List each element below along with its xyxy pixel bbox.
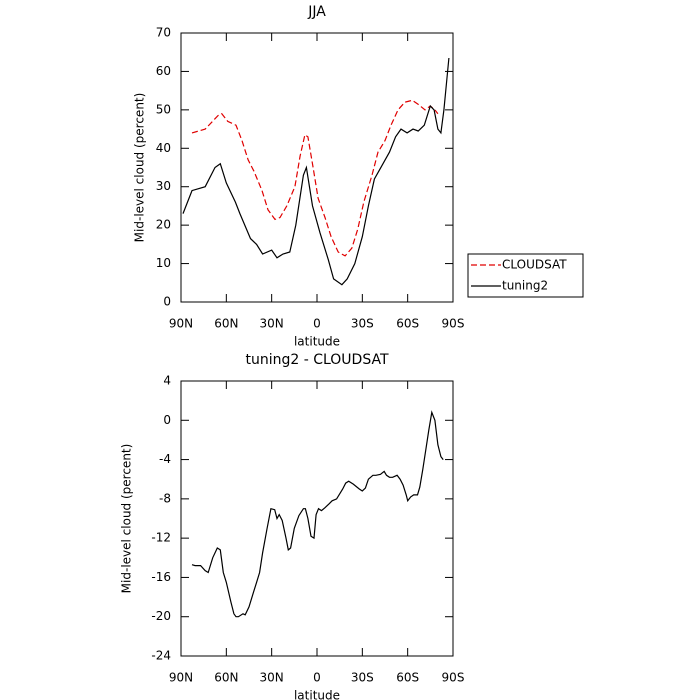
chart-title: JJA	[307, 4, 326, 20]
y-axis-label: Mid-level cloud (percent)	[133, 93, 147, 243]
x-tick-label: 30S	[351, 317, 374, 331]
x-axis-label: latitude	[294, 335, 340, 349]
x-tick-label: 30S	[351, 671, 374, 685]
legend-box	[467, 253, 584, 298]
data-line	[191, 410, 444, 618]
x-tick-label: 60S	[396, 317, 419, 331]
y-tick-label: 30	[156, 179, 171, 193]
y-tick-label: 10	[156, 256, 171, 270]
chart-title: tuning2 - CLOUDSAT	[245, 352, 389, 368]
x-tick-label: 90S	[442, 671, 465, 685]
y-axis-label: Mid-level cloud (percent)	[120, 444, 134, 594]
y-tick-label: -24	[151, 649, 171, 663]
y-tick-label: 4	[163, 374, 171, 388]
y-tick-label: 20	[156, 218, 171, 232]
x-tick-label: 90N	[169, 671, 193, 685]
x-tick-label: 90N	[169, 317, 193, 331]
x-tick-label: 30N	[260, 671, 284, 685]
x-tick-label: 0	[313, 671, 321, 685]
y-tick-label: -8	[159, 491, 171, 505]
legend-label: tuning2	[502, 279, 548, 293]
x-tick-label: 60N	[214, 317, 238, 331]
y-tick-label: 70	[156, 26, 171, 40]
legend-label: CLOUDSAT	[502, 258, 567, 272]
x-tick-label: 60S	[396, 671, 419, 685]
x-tick-label: 60N	[214, 671, 238, 685]
x-axis-label: latitude	[294, 689, 340, 700]
y-tick-label: 0	[163, 413, 171, 427]
y-tick-label: 60	[156, 64, 171, 78]
y-tick-label: -12	[151, 531, 171, 545]
x-tick-label: 90S	[442, 317, 465, 331]
plot-frame	[180, 380, 454, 657]
y-tick-label: -20	[151, 609, 171, 623]
y-tick-label: -16	[151, 570, 171, 584]
x-tick-label: 30N	[260, 317, 284, 331]
x-tick-label: 0	[313, 317, 321, 331]
y-tick-label: 50	[156, 102, 171, 116]
y-tick-label: -4	[159, 452, 171, 466]
y-tick-label: 0	[163, 295, 171, 309]
data-line	[191, 99, 439, 257]
data-line	[182, 57, 450, 286]
y-tick-label: 40	[156, 141, 171, 155]
